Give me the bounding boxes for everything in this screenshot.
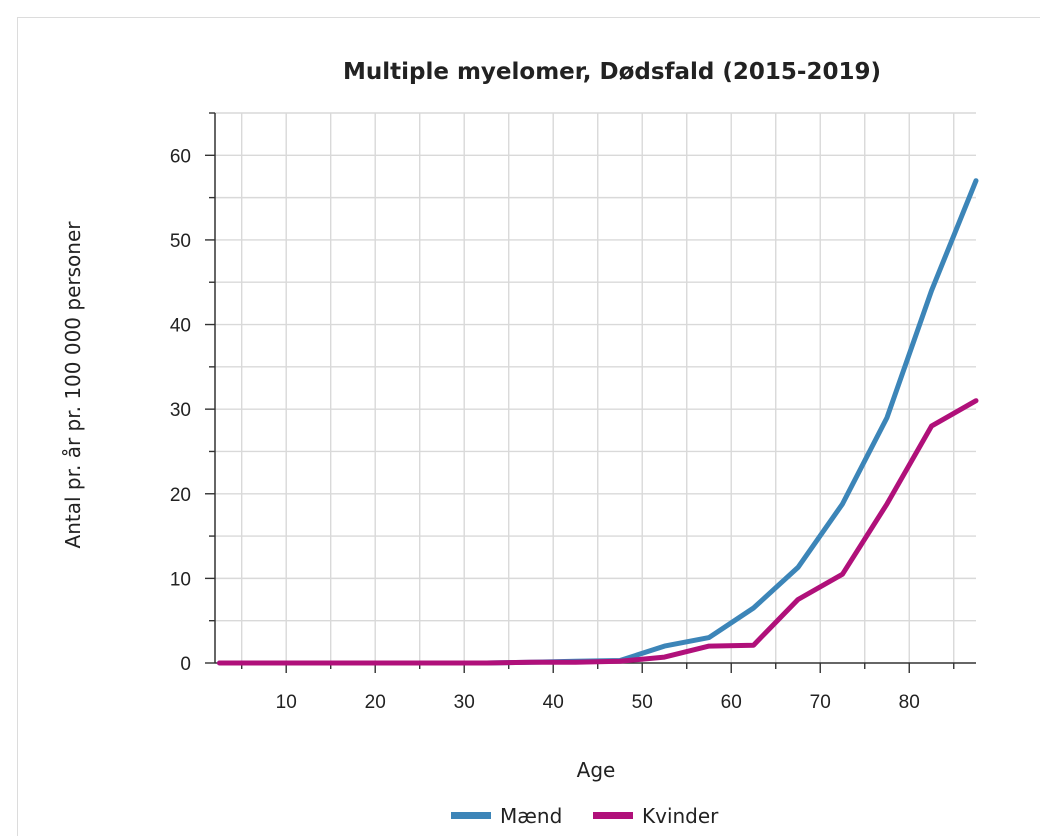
x-tick-label: 10 [276, 692, 297, 713]
x-axis-label: Age [577, 758, 616, 782]
y-tick-label: 60 [170, 146, 191, 167]
legend-label: Mænd [500, 804, 562, 828]
y-tick-label: 50 [170, 231, 191, 252]
series-lines [217, 178, 979, 666]
grid [215, 112, 976, 663]
y-tick-label: 40 [170, 316, 191, 337]
x-tick-label: 30 [454, 692, 475, 713]
x-tick-label: 60 [721, 692, 742, 713]
y-axis-label: Antal pr. år pr. 100 000 personer [61, 221, 85, 549]
y-tick-label: 10 [170, 569, 191, 590]
legend: Mænd Kvinder [451, 804, 719, 828]
chart-frame [17, 17, 1040, 836]
x-tick-label: 80 [899, 692, 920, 713]
legend-swatch [451, 812, 491, 819]
x-tick-label: 70 [810, 692, 831, 713]
y-tick-label: 30 [170, 400, 191, 421]
legend-swatch [593, 812, 633, 819]
x-tick-label: 20 [365, 692, 386, 713]
x-tick-label: 40 [543, 692, 564, 713]
axes: 0 10 20 30 40 50 60 10 20 30 40 50 60 70 80 [170, 112, 976, 713]
x-tick-label: 50 [632, 692, 653, 713]
y-tick-label: 0 [180, 654, 191, 675]
y-tick-label: 20 [170, 485, 191, 506]
chart-title: Multiple myelomer, Dødsfald (2015-2019) [343, 59, 881, 85]
series-line-kvinder [217, 398, 979, 666]
legend-label: Kvinder [642, 804, 719, 828]
